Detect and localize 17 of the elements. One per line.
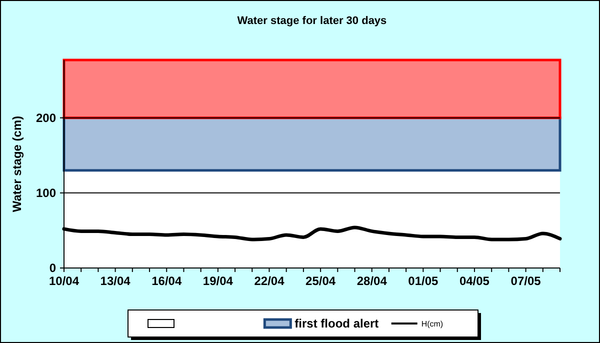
- x-tick-label: 01/05: [408, 274, 439, 288]
- y-axis-title: Water stage (cm): [10, 116, 24, 212]
- x-tick-label: 19/04: [202, 274, 234, 288]
- chart-title: Water stage for later 30 days: [237, 15, 387, 27]
- legend-label: H(cm): [421, 319, 444, 328]
- x-tick-label: 13/04: [100, 274, 131, 288]
- y-tick-label: 100: [36, 186, 56, 200]
- legend-label: first flood alert: [294, 316, 379, 331]
- x-tick-label: 10/04: [48, 274, 80, 288]
- x-tick-label: 04/05: [459, 274, 490, 288]
- x-tick-label: 28/04: [356, 274, 388, 288]
- x-tick-label: 07/05: [510, 274, 542, 288]
- x-tick-label: 25/04: [306, 274, 336, 288]
- y-tick-label: 200: [36, 111, 56, 126]
- x-tick-label: 22/04: [254, 274, 285, 288]
- x-tick-label: 16/04: [152, 274, 182, 288]
- y-tick-label: 0: [49, 261, 56, 276]
